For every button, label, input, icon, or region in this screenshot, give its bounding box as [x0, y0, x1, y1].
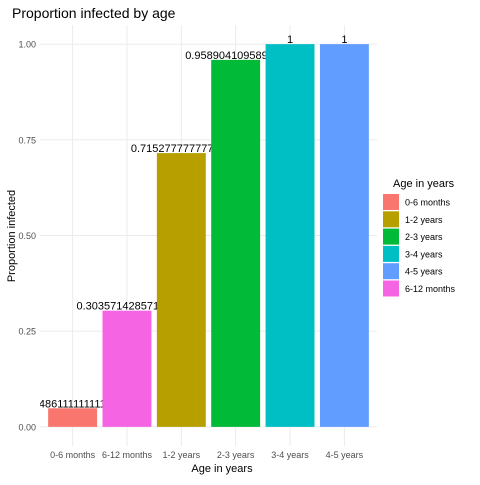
y-tick-label: 1.00 — [18, 40, 36, 50]
bar — [265, 44, 315, 427]
y-tick-label: 0.00 — [18, 422, 36, 432]
legend-label: 1-2 years — [405, 215, 443, 225]
x-axis-title: Age in years — [191, 463, 253, 475]
bar — [211, 59, 261, 427]
legend-label: 4-5 years — [405, 267, 443, 277]
data-label: 1 — [287, 34, 293, 46]
legend-label: 2-3 years — [405, 232, 443, 242]
x-tick-label: 3-4 years — [271, 450, 309, 460]
legend-label: 6-12 months — [405, 284, 456, 294]
y-tick-label: 0.25 — [18, 327, 36, 337]
legend-swatch — [383, 211, 399, 228]
x-tick-label: 1-2 years — [163, 450, 201, 460]
bar — [102, 310, 152, 427]
x-tick-label: 6-12 months — [102, 450, 153, 460]
legend-label: 0-6 months — [405, 198, 451, 208]
data-label: 0.0486111111111111 — [24, 398, 122, 410]
legend-swatch — [383, 280, 399, 297]
legend-swatch — [383, 245, 399, 262]
y-tick-label: 0.75 — [18, 135, 36, 145]
data-label: 1 — [341, 34, 347, 46]
bar — [319, 44, 369, 427]
plot-panel: 0.0486111111111111 0.303571428571429 0.715… — [24, 34, 369, 427]
legend-swatch — [383, 263, 399, 280]
chart-title: Proportion infected by age — [12, 5, 176, 21]
legend-swatch — [383, 194, 399, 210]
y-tick-label: 0.50 — [18, 231, 36, 241]
data-label: 0.715277777777778 — [131, 143, 232, 155]
bar — [48, 408, 98, 427]
legend-title: Age in years — [393, 178, 455, 190]
x-tick-label: 4-5 years — [326, 450, 364, 460]
data-label: 0.958904109589041 — [185, 50, 286, 62]
y-axis-title: Proportion infected — [6, 190, 18, 282]
bar — [156, 153, 206, 427]
x-tick-label: 0-6 months — [50, 450, 96, 460]
data-label: 0.303571428571429 — [76, 301, 177, 313]
x-tick-label: 2-3 years — [217, 450, 255, 460]
legend-swatch — [383, 228, 399, 245]
legend-label: 3-4 years — [405, 249, 443, 259]
